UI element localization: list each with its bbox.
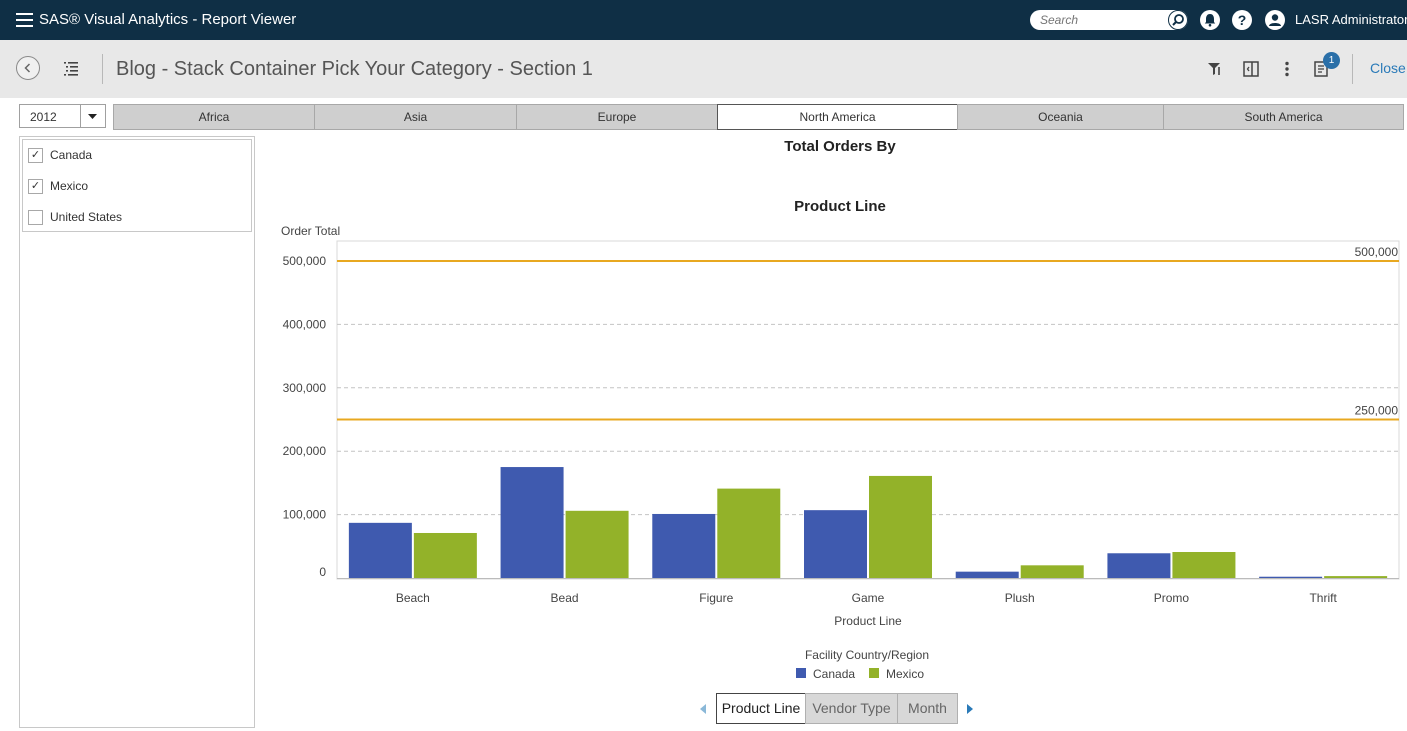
close-link[interactable]: Close [1370, 60, 1406, 76]
app-title: SAS® Visual Analytics - Report Viewer [39, 11, 297, 28]
region-tab-north-america[interactable]: North America [717, 104, 958, 130]
bar-mexico-thrift [1324, 576, 1388, 578]
x-tick-label: Game [852, 591, 885, 605]
bar-canada-thrift [1259, 576, 1323, 578]
pin-filter-icon [1208, 63, 1220, 75]
user-avatar-icon[interactable] [1265, 10, 1285, 30]
legend-title: Facility Country/Region [805, 648, 929, 662]
canada-checkbox[interactable]: ✓ [28, 148, 43, 163]
region-tab-oceania[interactable]: Oceania [957, 104, 1164, 130]
bar-mexico-bead [565, 510, 629, 578]
help-glyph: ? [1238, 12, 1247, 28]
country-label: Canada [50, 148, 93, 162]
list-icon [64, 62, 78, 76]
region-tab-africa[interactable]: Africa [113, 104, 315, 130]
caret-down-icon [88, 114, 97, 119]
region-tab-south-america[interactable]: South America [1163, 104, 1404, 130]
help-icon[interactable]: ? [1232, 10, 1252, 30]
bar-mexico-plush [1020, 565, 1084, 578]
svg-text:?: ? [1238, 12, 1247, 28]
notifications-bell-icon[interactable] [1200, 10, 1220, 30]
bar-canada-bead [500, 467, 564, 578]
x-tick-label: Figure [699, 591, 733, 605]
region-tab-asia[interactable]: Asia [314, 104, 517, 130]
region-button-bar: Africa Asia Europe North America Oceania… [113, 104, 1404, 130]
notes-count-badge: 1 [1323, 52, 1340, 69]
divider [102, 54, 103, 84]
chart-title-line1: Total Orders By [784, 138, 896, 155]
report-title: Blog - Stack Container Pick Your Categor… [116, 58, 593, 80]
details-pane-button[interactable] [1241, 59, 1261, 79]
table-of-contents-button[interactable] [62, 58, 82, 78]
y-tick-label: 0 [319, 565, 326, 579]
app-header: SAS® Visual Analytics - Report Viewer ? … [0, 0, 1407, 40]
y-tick-label: 400,000 [283, 317, 327, 331]
x-tick-label: Plush [1005, 591, 1035, 605]
legend-label-canada: Canada [813, 667, 855, 681]
pager-tab-vendor-type[interactable]: Vendor Type [805, 693, 898, 724]
bar-canada-beach [348, 522, 412, 578]
year-value: 2012 [30, 110, 57, 124]
year-dropdown[interactable]: 2012 [19, 104, 106, 128]
back-button[interactable] [16, 56, 40, 80]
dropdown-toggle[interactable] [80, 105, 105, 127]
x-tick-label: Thrift [1309, 591, 1337, 605]
bar-mexico-game [869, 475, 932, 578]
region-tab-europe[interactable]: Europe [516, 104, 718, 130]
x-tick-label: Promo [1154, 591, 1190, 605]
chart-title-line2: Product Line [794, 198, 886, 215]
bar-mexico-figure [717, 488, 781, 578]
y-tick-label: 200,000 [283, 444, 327, 458]
legend-swatch-canada [796, 668, 806, 678]
plot-area [336, 240, 1400, 580]
pager-next-icon[interactable] [967, 704, 973, 714]
search-glyph [1172, 14, 1184, 26]
country-checkbox-list: ✓ Canada ✓ Mexico United States [22, 139, 252, 232]
more-options-button[interactable] [1277, 59, 1297, 79]
mexico-checkbox[interactable]: ✓ [28, 179, 43, 194]
reference-line-label: 250,000 [1355, 404, 1399, 418]
pager-tab-product-line[interactable]: Product Line [716, 693, 806, 724]
country-filter-panel: ✓ Canada ✓ Mexico United States [19, 136, 255, 728]
reference-line-label: 500,000 [1355, 245, 1399, 259]
search-input[interactable] [1040, 12, 1160, 28]
legend-swatch-mexico [869, 668, 879, 678]
vertical-ellipsis-icon [1285, 61, 1289, 77]
y-axis-title: Order Total [281, 224, 340, 238]
bar-canada-figure [652, 513, 716, 578]
pager-prev-icon[interactable] [700, 704, 706, 714]
bar-canada-plush [955, 571, 1019, 578]
country-label: United States [50, 210, 123, 224]
pager-tab-month[interactable]: Month [897, 693, 958, 724]
y-tick-label: 100,000 [283, 508, 327, 522]
object-pager: Product Line Vendor Type Month [696, 693, 986, 725]
bar-mexico-beach [413, 532, 477, 578]
divider [1352, 54, 1353, 84]
search-icon[interactable] [1168, 10, 1188, 30]
bar-canada-game [804, 510, 867, 578]
y-tick-label: 300,000 [283, 381, 327, 395]
bar-mexico-promo [1172, 552, 1236, 578]
filter-button[interactable] [1205, 59, 1225, 79]
united-states-checkbox[interactable] [28, 210, 43, 225]
report-toolbar: Blog - Stack Container Pick Your Categor… [0, 40, 1407, 98]
menu-icon[interactable] [16, 13, 33, 27]
x-axis-title: Product Line [834, 614, 902, 628]
country-label: Mexico [50, 179, 89, 193]
user-glyph [1269, 14, 1281, 26]
y-tick-label: 500,000 [283, 254, 327, 268]
chevron-left-icon [24, 63, 31, 73]
search-box [1030, 10, 1188, 30]
bell-glyph [1204, 14, 1216, 27]
panel-icon [1243, 61, 1259, 77]
bar-canada-promo [1107, 553, 1171, 578]
user-name[interactable]: LASR Administrator [1295, 12, 1407, 27]
document-icon [1314, 61, 1328, 77]
x-tick-label: Beach [396, 591, 430, 605]
bar-chart: Order Total 0 100,000 200,000 300,000 400,000… [281, 224, 1400, 681]
report-notes-button[interactable] [1311, 59, 1331, 79]
legend-label-mexico: Mexico [886, 667, 924, 681]
x-tick-label: Bead [551, 591, 579, 605]
